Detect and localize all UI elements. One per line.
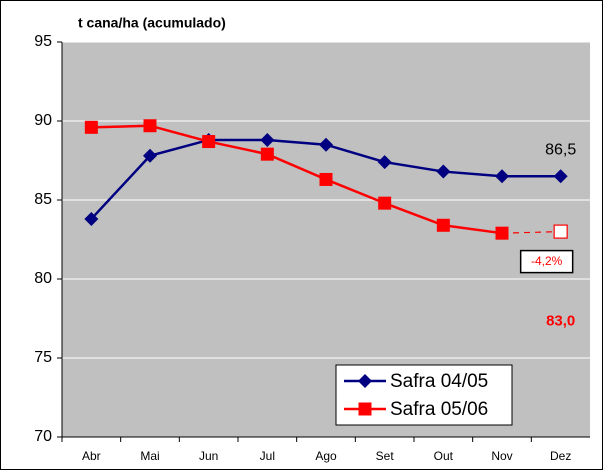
point bbox=[319, 172, 333, 186]
value-label: 83,0 bbox=[546, 313, 575, 330]
y-tick-label: 75 bbox=[34, 349, 52, 366]
point bbox=[436, 164, 451, 179]
y-tick-label: 95 bbox=[34, 33, 52, 50]
point bbox=[319, 137, 333, 152]
y-tick-label: 85 bbox=[34, 191, 52, 208]
y-tick-label: 70 bbox=[34, 428, 52, 445]
point bbox=[84, 211, 99, 226]
x-tick-label: Jul bbox=[260, 449, 275, 463]
legend-marker bbox=[358, 402, 372, 416]
point bbox=[143, 119, 157, 133]
legend-label: Safra 04/05 bbox=[390, 371, 488, 392]
y-tick-label: 80 bbox=[34, 270, 52, 287]
x-tick-label: Out bbox=[434, 449, 454, 463]
point bbox=[495, 169, 509, 184]
chart-title: t cana/ha (acumulado) bbox=[78, 15, 226, 31]
value-label: 86,5 bbox=[545, 142, 576, 159]
x-tick-label: Mai bbox=[140, 449, 159, 463]
annotation-box bbox=[519, 249, 574, 274]
point bbox=[436, 218, 450, 232]
point bbox=[495, 226, 509, 240]
y-tick-label: 90 bbox=[34, 112, 52, 129]
projection-line bbox=[501, 231, 561, 234]
legend-label: Safra 05/06 bbox=[390, 399, 488, 420]
x-tick-label: Dez bbox=[550, 449, 571, 463]
point bbox=[377, 155, 392, 170]
x-tick-label: Set bbox=[376, 449, 395, 463]
point bbox=[260, 147, 274, 161]
point bbox=[84, 120, 98, 134]
series-line bbox=[91, 124, 503, 235]
x-tick-label: Nov bbox=[491, 449, 512, 463]
point bbox=[378, 196, 392, 210]
x-tick-label: Jun bbox=[199, 449, 218, 463]
annotation: -4,2% bbox=[531, 254, 563, 268]
point bbox=[553, 224, 568, 239]
x-tick-label: Abr bbox=[82, 449, 101, 463]
x-tick-label: Ago bbox=[315, 449, 337, 463]
point bbox=[260, 132, 275, 147]
legend-marker bbox=[358, 374, 372, 388]
point bbox=[202, 135, 216, 149]
point bbox=[143, 148, 157, 163]
point bbox=[553, 169, 568, 184]
